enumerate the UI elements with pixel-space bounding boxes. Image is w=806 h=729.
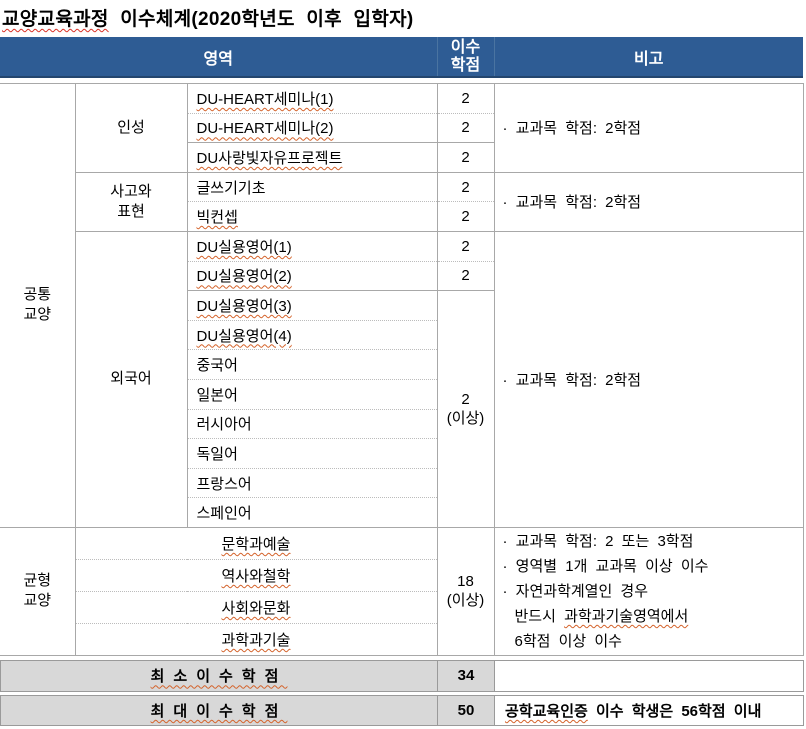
credit-cell: 2 xyxy=(436,201,494,232)
area-cell: 문학과예술 xyxy=(74,527,437,560)
table-row: 균형 교양 문학과예술 18 (이상) · 교과목 학점: 2 또는 3학점 ·… xyxy=(0,527,803,656)
course-cell: DU사랑빛자유프로젝트 xyxy=(186,142,437,173)
min-credits-note xyxy=(494,659,804,692)
table-row: 사고와 표현 글쓰기기초 2 · 교과목 학점: 2학점 xyxy=(0,172,803,232)
credit-cell: 2 xyxy=(436,113,494,144)
group-cell-common: 공통 교양 xyxy=(0,83,75,528)
table-row: 스페인어 xyxy=(0,497,803,528)
note-cell-personality: · 교과목 학점: 2학점 xyxy=(493,83,803,173)
note-cell-thinking: · 교과목 학점: 2학점 xyxy=(493,172,803,232)
group-cell-balanced: 균형 교양 xyxy=(0,527,75,656)
course-cell: 스페인어 xyxy=(186,497,437,528)
curriculum-table: 공통 교양 인성 DU-HEART세미나(1) 2 · 교과목 학점: 2학점 … xyxy=(0,83,804,656)
col-header-credits-line2: 학점 xyxy=(450,56,481,74)
credit-cell: 2 xyxy=(436,231,494,262)
min-credits-value: 34 xyxy=(437,659,495,692)
area-cell: 역사와철학 xyxy=(74,559,437,592)
table-row: 러시아어 xyxy=(0,409,803,440)
table-row: DU-HEART세미나(2) 2 xyxy=(0,113,803,144)
table-row: 독일어 xyxy=(0,438,803,469)
note-line: · 영역별 1개 교과목 이상 이수 xyxy=(502,557,709,575)
table-row: 프랑스어 xyxy=(0,468,803,499)
table-row: 역사와철학 xyxy=(0,559,803,592)
course-cell: 중국어 xyxy=(186,349,437,380)
credit-cell-foreign-merged: 2 (이상) xyxy=(436,290,494,528)
course-cell: 글쓰기기초 xyxy=(186,172,437,203)
course-cell: DU실용영어(1) xyxy=(186,231,437,262)
col-header-credits-line1: 이수 xyxy=(450,38,481,56)
table-row: 과학과기술 xyxy=(0,623,803,656)
table-row: 사회와문화 xyxy=(0,591,803,624)
table-row: DU실용영어(2) 2 xyxy=(0,261,803,292)
course-cell: 빅컨셉 xyxy=(186,201,437,232)
table-row: DU실용영어(3) 2 (이상) xyxy=(0,290,803,528)
min-credits-label: 최소이수학점 xyxy=(0,659,438,692)
note-line: · 자연과학계열인 경우 xyxy=(502,582,649,600)
summary-row-min: 최소이수학점 34 xyxy=(0,659,804,692)
credit-cell: 2 xyxy=(436,142,494,173)
table-row: 외국어 DU실용영어(1) 2 · 교과목 학점: 2학점 xyxy=(0,231,803,528)
table-row: 일본어 xyxy=(0,379,803,410)
course-cell: 일본어 xyxy=(186,379,437,410)
table-row: 공통 교양 인성 DU-HEART세미나(1) 2 · 교과목 학점: 2학점 xyxy=(0,83,803,528)
note-line: 6학점 이상 이수 xyxy=(514,632,622,650)
col-header-area: 영역 xyxy=(0,37,437,78)
course-cell: 러시아어 xyxy=(186,409,437,440)
course-cell: 프랑스어 xyxy=(186,468,437,499)
course-cell: DU-HEART세미나(1) xyxy=(186,83,437,114)
title-rest: 이수체계(2020학년도 이후 입학자) xyxy=(108,9,414,30)
note-cell-balanced: · 교과목 학점: 2 또는 3학점 · 영역별 1개 교과목 이상 이수 · … xyxy=(493,527,803,656)
max-credits-note: 공학교육인증 이수 학생은 56학점 이내 xyxy=(494,694,804,726)
max-credits-value: 50 xyxy=(437,694,495,726)
area-cell: 과학과기술 xyxy=(74,623,437,656)
col-header-note: 비고 xyxy=(493,37,803,78)
summary-row-max: 최대이수학점 50 공학교육인증 이수 학생은 56학점 이내 xyxy=(0,694,804,726)
course-cell: DU-HEART세미나(2) xyxy=(186,113,437,144)
max-credits-label: 최대이수학점 xyxy=(0,694,438,726)
subgroup-cell-thinking: 사고와 표현 xyxy=(74,172,187,232)
course-cell: 독일어 xyxy=(186,438,437,469)
course-cell: DU실용영어(3) xyxy=(186,290,437,321)
area-cell: 사회와문화 xyxy=(74,591,437,624)
table-row: DU사랑빛자유프로젝트 2 xyxy=(0,142,803,173)
course-cell: DU실용영어(2) xyxy=(186,261,437,292)
col-header-credits: 이수 학점 xyxy=(436,37,494,78)
subgroup-cell-foreign: 외국어 xyxy=(74,231,187,528)
note-cell-foreign: · 교과목 학점: 2학점 xyxy=(493,231,803,528)
title-highlight: 교양교육과정 xyxy=(2,9,109,30)
note-line: 반드시 과학과기술영역에서 xyxy=(514,607,689,625)
table-header-row: 영역 이수 학점 비고 xyxy=(0,37,803,78)
subgroup-cell-personality: 인성 xyxy=(74,83,187,173)
table-row: 중국어 xyxy=(0,349,803,380)
credit-cell: 2 xyxy=(436,83,494,114)
note-line: · 교과목 학점: 2 또는 3학점 xyxy=(502,532,694,550)
table-row: DU실용영어(4) xyxy=(0,320,803,351)
credit-cell: 2 xyxy=(436,172,494,203)
credit-cell-balanced: 18 (이상) xyxy=(436,527,494,656)
table-row: 빅컨셉 2 xyxy=(0,201,803,232)
credit-cell: 2 xyxy=(436,261,494,292)
course-cell: DU실용영어(4) xyxy=(186,320,437,351)
page-title: 교양교육과정 이수체계(2020학년도 이후 입학자) xyxy=(2,4,806,31)
